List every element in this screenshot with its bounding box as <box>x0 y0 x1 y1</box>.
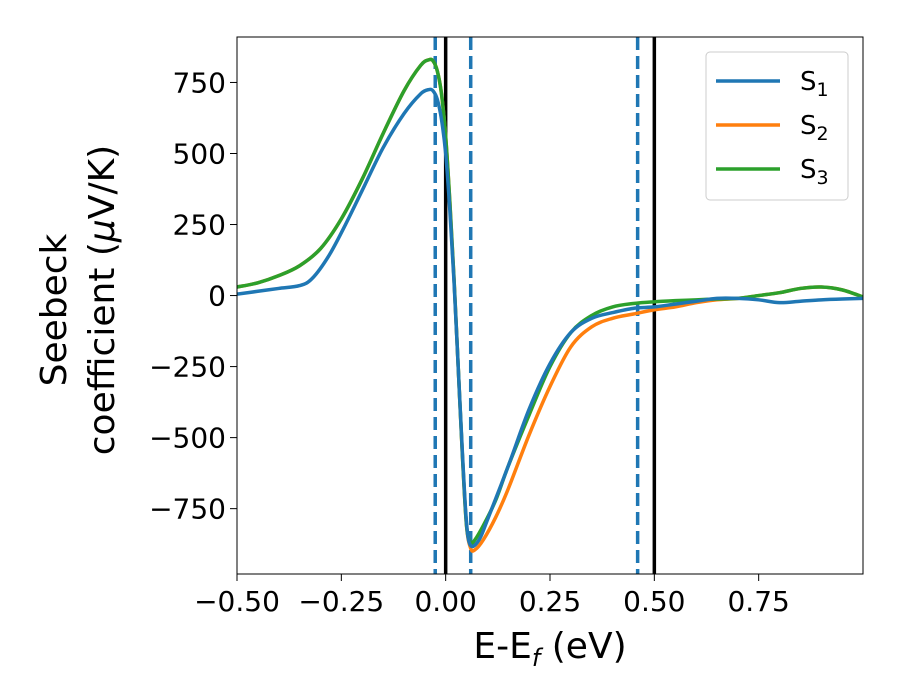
x-tick-label-4: 0.50 <box>623 585 685 618</box>
x-tick-label-0: −0.50 <box>194 585 280 618</box>
legend-label-name-3: S <box>800 155 817 185</box>
y-tick-label-2: 250 <box>173 209 226 242</box>
legend-label-1: S1 <box>800 67 829 101</box>
x-tick-label-5: 0.75 <box>727 585 789 618</box>
x-tick-label-3: 0.25 <box>519 585 581 618</box>
series-line-1 <box>237 87 863 549</box>
y-tick-label-4: −250 <box>149 351 226 384</box>
series-lines <box>237 57 863 553</box>
y-axis-title-line2: coefficient (μV/K) <box>82 145 123 455</box>
legend-label-3: S3 <box>800 155 829 189</box>
legend-label-name-1: S <box>800 67 817 97</box>
legend-label-2: S2 <box>800 111 829 145</box>
x-tick-label-1: −0.25 <box>298 585 384 618</box>
y-tick-label-3: 0 <box>208 280 226 313</box>
y-axis-title-unit: V/K) <box>82 145 123 219</box>
legend-label-subscript-2: 2 <box>817 123 829 145</box>
x-axis-title: E-Ef (eV) <box>473 626 626 672</box>
x-axis-ticks: −0.50 −0.25 0.00 0.25 0.50 0.75 <box>194 574 790 618</box>
y-axis-title-mu: μ <box>82 219 123 243</box>
y-tick-label-0: 750 <box>173 66 226 99</box>
legend-label-name-2: S <box>800 111 817 141</box>
y-tick-label-6: −750 <box>149 493 226 526</box>
legend-label-subscript-3: 3 <box>817 167 829 189</box>
y-axis-title-line1: Seebeck <box>34 233 75 386</box>
x-tick-label-2: 0.00 <box>414 585 476 618</box>
y-axis-ticks: 750 500 250 0 −250 −500 −750 <box>149 66 237 526</box>
y-tick-label-1: 500 <box>173 137 226 170</box>
y-tick-label-5: −500 <box>149 422 226 455</box>
x-axis-title-unit: (eV) <box>540 626 626 667</box>
legend-label-subscript-1: 1 <box>817 79 829 101</box>
